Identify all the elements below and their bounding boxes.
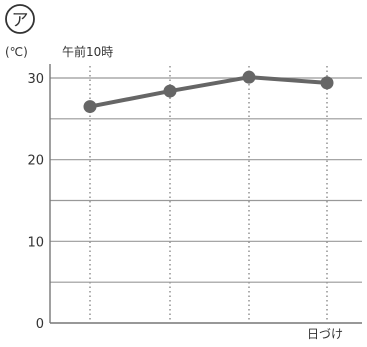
y-axis-title: 午前10時 [62,44,113,59]
series-line [89,75,328,109]
grid [50,66,362,323]
x-axis-title: 日づけ [307,327,343,341]
y-tick-label: 20 [27,154,44,169]
panel-label: ア [5,4,35,34]
y-tick-label: 0 [36,317,44,332]
y-tick-labels: 0 10 20 30 [27,72,44,332]
data-point [163,84,177,98]
y-axis-unit: (℃) [5,45,28,59]
data-point [320,76,334,90]
panel-label-text: ア [12,11,29,31]
axes [49,64,362,324]
series [83,70,334,114]
data-point [242,70,256,84]
y-tick-label: 10 [27,235,44,250]
data-point [83,100,97,114]
panel-label-circle [5,4,35,34]
y-tick-label: 30 [27,72,44,87]
